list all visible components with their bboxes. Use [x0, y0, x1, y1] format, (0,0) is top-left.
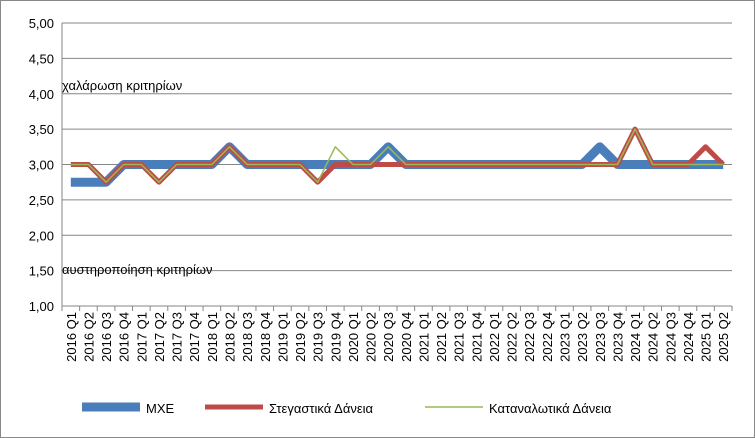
x-tick-label: 2017 Q3 — [170, 312, 185, 362]
y-tick-label: 4,50 — [29, 51, 54, 66]
x-tick-label: 2019 Q3 — [311, 312, 326, 362]
x-tick-label: 2020 Q3 — [381, 312, 396, 362]
x-tick-label: 2025 Q2 — [716, 312, 731, 362]
legend-label: Καταναλωτικά Δάνεια — [489, 401, 612, 416]
annotation: χαλάρωση κριτηρίων — [62, 78, 182, 93]
x-tick-label: 2024 Q2 — [646, 312, 661, 362]
x-tick-label: 2021 Q3 — [452, 312, 467, 362]
y-tick-label: 1,50 — [29, 264, 54, 279]
x-tick-label: 2020 Q2 — [364, 312, 379, 362]
x-tick-label: 2019 Q2 — [293, 312, 308, 362]
series-line — [70, 128, 724, 183]
x-tick-label: 2023 Q4 — [610, 312, 625, 362]
x-tick-label: 2016 Q1 — [64, 312, 79, 362]
x-tick-label: 2017 Q2 — [152, 312, 167, 362]
x-tick-label: 2023 Q3 — [593, 312, 608, 362]
x-tick-label: 2018 Q3 — [240, 312, 255, 362]
x-tick-label: 2023 Q2 — [575, 312, 590, 362]
x-tick-label: 2016 Q4 — [117, 312, 132, 362]
x-tick-label: 2016 Q3 — [99, 312, 114, 362]
y-tick-label: 1,00 — [29, 299, 54, 314]
x-tick-label: 2020 Q4 — [399, 312, 414, 362]
legend-label: MXE — [146, 401, 175, 416]
x-tick-label: 2021 Q4 — [469, 312, 484, 362]
x-tick-label: 2020 Q1 — [346, 312, 361, 362]
x-tick-label: 2022 Q1 — [487, 312, 502, 362]
x-tick-label: 2019 Q1 — [275, 312, 290, 362]
x-tick-label: 2017 Q4 — [187, 312, 202, 362]
y-tick-label: 3,50 — [29, 122, 54, 137]
y-tick-label: 4,00 — [29, 87, 54, 102]
legend-label: Στεγαστικά Δάνεια — [269, 401, 374, 416]
x-tick-label: 2021 Q1 — [416, 312, 431, 362]
x-tick-label: 2024 Q1 — [628, 312, 643, 362]
y-tick-label: 2,50 — [29, 193, 54, 208]
y-tick-label: 3,00 — [29, 158, 54, 173]
x-tick-label: 2022 Q3 — [522, 312, 537, 362]
x-tick-label: 2025 Q1 — [699, 312, 714, 362]
x-tick-label: 2018 Q1 — [205, 312, 220, 362]
y-tick-label: 2,00 — [29, 228, 54, 243]
annotation: αυστηροποίηση κριτηρίων — [62, 262, 213, 277]
x-tick-label: 2016 Q2 — [81, 312, 96, 362]
x-tick-label: 2022 Q2 — [505, 312, 520, 362]
x-tick-label: 2024 Q3 — [663, 312, 678, 362]
x-tick-label: 2022 Q4 — [540, 312, 555, 362]
x-tick-label: 2018 Q4 — [258, 312, 273, 362]
x-tick-label: 2021 Q2 — [434, 312, 449, 362]
x-tick-label: 2017 Q1 — [134, 312, 149, 362]
x-tick-label: 2019 Q4 — [328, 312, 343, 362]
x-tick-label: 2023 Q1 — [558, 312, 573, 362]
y-tick-label: 5,00 — [29, 16, 54, 31]
x-tick-label: 2024 Q4 — [681, 312, 696, 362]
x-tick-label: 2018 Q2 — [223, 312, 238, 362]
